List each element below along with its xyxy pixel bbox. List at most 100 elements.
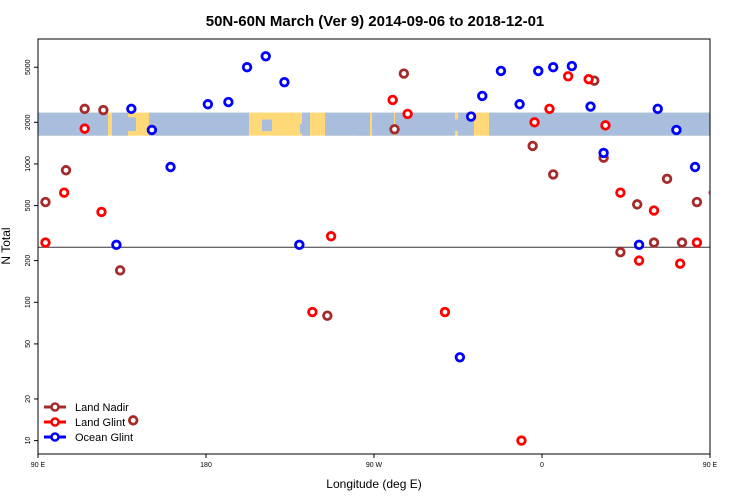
point-land-nadir <box>729 105 737 113</box>
world-map-band <box>38 112 710 136</box>
point-land-glint <box>674 258 686 269</box>
point-land-glint <box>58 187 70 198</box>
point-land-glint <box>745 208 750 216</box>
point-ocean-glint <box>126 103 137 115</box>
y-tick-label: 200 <box>25 255 32 267</box>
point-land-glint <box>648 205 660 216</box>
data-points <box>40 51 750 446</box>
point-land-nadir <box>548 169 559 180</box>
point-land-nadir <box>60 165 72 176</box>
legend-marker-ocean-glint <box>50 432 60 442</box>
legend-item-land-nadir: Land Nadir <box>44 402 129 414</box>
chart-title: 50N-60N March (Ver 9) 2014-09-06 to 2018… <box>206 13 545 30</box>
point-ocean-glint <box>202 99 214 110</box>
point-land-glint <box>40 237 51 248</box>
ocean-patch <box>455 119 461 132</box>
point-ocean-glint <box>111 239 122 251</box>
ocean-patch <box>356 126 366 136</box>
ocean-patch <box>372 112 394 136</box>
legend: Land Nadir Land Glint Ocean Glint <box>44 402 133 444</box>
ocean-patch <box>300 124 306 134</box>
point-land-glint <box>562 71 574 82</box>
point-land-glint <box>615 187 626 198</box>
legend-item-ocean-glint: Ocean Glint <box>44 432 133 444</box>
point-land-nadir <box>79 103 90 115</box>
plot-frame <box>37 38 711 455</box>
point-land-nadir <box>322 310 333 321</box>
y-tick-label: 2000 <box>25 114 32 130</box>
legend-label-land-glint: Land Glint <box>75 417 125 429</box>
ocean-patch <box>128 117 136 132</box>
point-ocean-glint <box>465 111 477 122</box>
point-ocean-glint <box>585 101 596 112</box>
y-tick-label: 20 <box>25 395 32 403</box>
point-land-nadir <box>648 237 660 248</box>
point-ocean-glint <box>598 147 609 159</box>
point-ocean-glint <box>146 124 158 136</box>
point-ocean-glint <box>241 62 253 73</box>
point-land-nadir <box>98 104 109 116</box>
x-tick-label: 180 <box>200 462 212 469</box>
y-tick-label: 10 <box>25 437 32 445</box>
point-ocean-glint <box>279 76 290 88</box>
point-ocean-glint <box>260 51 271 62</box>
legend-label-ocean-glint: Ocean Glint <box>75 432 133 444</box>
point-land-glint <box>691 237 703 248</box>
point-ocean-glint <box>652 103 663 115</box>
point-land-glint <box>402 108 413 120</box>
x-axis-label: Longitude (deg E) <box>326 477 421 491</box>
x-axis: 90 E 180 90 W 0 90 E <box>31 454 718 469</box>
point-land-nadir <box>40 196 51 208</box>
point-ocean-glint <box>548 62 559 73</box>
point-ocean-glint <box>454 352 466 363</box>
x-tick-label: 90 E <box>703 462 718 469</box>
y-tick-label: 1000 <box>25 156 32 172</box>
point-ocean-glint <box>514 99 525 110</box>
point-land-glint <box>387 94 398 106</box>
point-land-nadir <box>676 237 688 248</box>
point-ocean-glint <box>165 161 176 173</box>
x-tick-label: 90 E <box>31 462 46 469</box>
point-ocean-glint <box>633 239 645 251</box>
y-tick-label: 100 <box>25 296 32 308</box>
point-ocean-glint <box>477 90 488 102</box>
point-land-glint <box>96 206 107 218</box>
x-tick-label: 0 <box>540 462 544 469</box>
point-land-glint <box>633 255 645 266</box>
y-tick-label: 500 <box>25 200 32 212</box>
point-land-nadir <box>114 265 126 276</box>
point-land-glint <box>544 103 555 115</box>
y-tick-label: 5000 <box>25 59 32 75</box>
point-land-glint <box>325 231 337 242</box>
point-land-glint <box>79 123 90 134</box>
point-land-glint <box>729 125 737 133</box>
point-ocean-glint <box>533 65 544 77</box>
x-tick-label: 90 W <box>366 462 383 469</box>
ocean-area <box>38 112 710 136</box>
point-ocean-glint <box>671 124 682 136</box>
point-land-nadir <box>632 199 643 210</box>
legend-marker-land-nadir <box>50 402 60 412</box>
y-axis: 10 20 50 100 200 500 1000 2000 5000 <box>25 59 38 444</box>
y-axis-label: N Total <box>0 227 13 264</box>
legend-marker-land-glint <box>50 417 60 427</box>
point-land-nadir <box>398 68 410 79</box>
legend-item-land-glint: Land Glint <box>44 417 125 429</box>
ocean-patch <box>112 112 128 136</box>
point-land-nadir <box>527 140 538 152</box>
point-land-nadir <box>712 166 720 174</box>
point-land-glint <box>600 120 611 131</box>
point-land-nadir <box>127 415 139 426</box>
ocean-patch <box>149 112 249 136</box>
point-land-glint <box>708 189 710 197</box>
point-land-glint <box>439 306 451 318</box>
point-ocean-glint <box>223 96 234 108</box>
point-land-glint <box>516 435 527 446</box>
point-land-nadir <box>691 196 703 208</box>
ocean-patch <box>520 121 528 134</box>
point-land-glint <box>307 306 318 318</box>
ocean-patch <box>489 112 710 136</box>
point-ocean-glint <box>495 65 507 77</box>
ocean-patch <box>262 119 272 132</box>
